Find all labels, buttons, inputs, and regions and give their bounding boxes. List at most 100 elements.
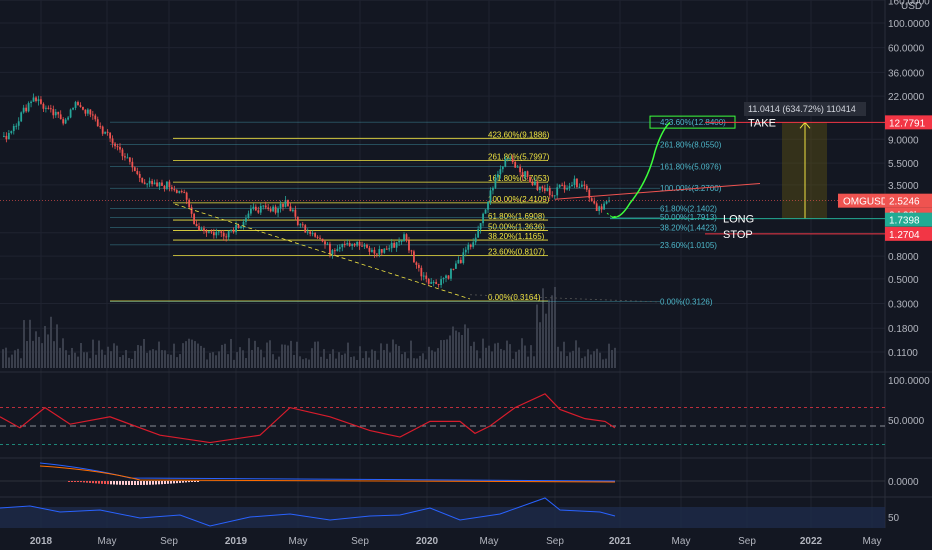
candle-body xyxy=(208,231,210,233)
candle-body xyxy=(363,244,366,247)
candle-body xyxy=(467,244,470,250)
candle-body xyxy=(22,107,25,113)
candle-body xyxy=(166,181,168,189)
price-tick-label: 160.0000 xyxy=(888,0,930,7)
volume-bar xyxy=(452,326,454,368)
candle-body xyxy=(57,111,60,115)
volume-bar xyxy=(65,350,67,368)
candle-body xyxy=(109,132,112,139)
candle-body xyxy=(287,200,289,207)
volume-bar xyxy=(272,354,274,368)
candle-body xyxy=(343,243,346,245)
candle-body xyxy=(106,131,109,133)
candle-body xyxy=(299,224,302,226)
candle-body xyxy=(506,158,509,160)
volume-bar xyxy=(569,352,571,368)
candle-body xyxy=(551,195,554,197)
volume-bar xyxy=(20,358,22,368)
signal-line xyxy=(39,465,616,483)
candlestick-series xyxy=(3,93,610,288)
candle-body xyxy=(341,243,344,248)
fib-retracement-right[interactable]: 423.60%(12.8400) 261.80%(8.0550) 161.80%(5… xyxy=(110,115,736,307)
price-tick-label: 0.1800 xyxy=(888,324,919,335)
time-tick-label: Sep xyxy=(351,536,369,547)
volume-bar xyxy=(554,286,556,368)
candle-body xyxy=(388,248,391,250)
candle-body xyxy=(15,125,18,127)
candle-body xyxy=(25,107,28,112)
macd-histogram-bar xyxy=(188,481,190,483)
candle-body xyxy=(546,187,549,191)
volume-bar xyxy=(563,341,565,368)
macd-histogram-bar xyxy=(197,481,199,482)
take-price-tag: 12.7791 xyxy=(889,118,926,129)
volume-bar xyxy=(245,358,247,368)
volume-bar xyxy=(479,358,481,368)
drawings[interactable] xyxy=(174,121,761,303)
time-axis[interactable]: 2018 May Sep 2019 May Sep 2020 May Sep 2021 May Sep… xyxy=(30,536,882,547)
volume-bar xyxy=(491,351,493,368)
candle-body xyxy=(603,203,606,210)
candle-body xyxy=(425,275,428,279)
macd-histogram-bar xyxy=(194,481,196,482)
volume-bar xyxy=(365,351,367,368)
volume-bar xyxy=(230,338,232,368)
candle-body xyxy=(72,107,74,110)
volume-bar xyxy=(299,356,301,368)
volume-bar xyxy=(518,349,520,368)
volume-bar xyxy=(593,351,595,368)
volume-bar xyxy=(206,359,208,368)
candle-body xyxy=(183,192,186,194)
downtrend-line xyxy=(174,203,471,300)
candle-body xyxy=(608,200,610,202)
volume-bar xyxy=(14,350,16,368)
candle-body xyxy=(563,185,566,190)
candle-body xyxy=(455,263,457,269)
candle-body xyxy=(440,279,442,286)
volume-bar xyxy=(194,341,196,368)
volume-bar xyxy=(77,356,79,368)
candle-body xyxy=(331,250,334,255)
candle-body xyxy=(356,241,359,246)
macd-histogram-bar xyxy=(119,481,121,485)
volume-bar xyxy=(590,354,592,368)
macd-histogram-bar xyxy=(122,481,124,485)
volume-bar xyxy=(98,340,100,368)
candle-body xyxy=(487,201,489,210)
candle-body xyxy=(383,248,386,253)
volume-bar xyxy=(62,338,64,368)
volume-bar xyxy=(533,356,535,368)
volume-bar xyxy=(425,359,427,368)
volume-bar xyxy=(512,358,514,368)
volume-bar xyxy=(47,334,49,368)
candle-body xyxy=(119,146,121,150)
time-tick-label: Sep xyxy=(160,536,178,547)
candle-body xyxy=(393,242,396,248)
macd-histogram-bar xyxy=(137,481,139,485)
candle-body xyxy=(304,225,307,233)
candle-body xyxy=(79,105,82,107)
candle-body xyxy=(163,185,166,189)
price-tick-label: 9.0000 xyxy=(888,135,919,146)
volume-bar xyxy=(536,304,538,368)
candle-body xyxy=(519,166,522,173)
candle-body xyxy=(195,224,198,227)
fib-retracement-left[interactable]: 423.60%(9.1886) 261.80%(5.7997) 161.80%(3.… xyxy=(110,130,550,302)
candle-body xyxy=(67,117,70,120)
volume-bar xyxy=(155,350,157,368)
macd-histogram-bar xyxy=(98,481,100,484)
candle-body xyxy=(430,282,433,284)
fib-level-label: 50.00%(1.3636) xyxy=(488,222,545,231)
macd-histogram-bar xyxy=(143,481,145,485)
macd-histogram-bar xyxy=(134,481,136,485)
volume-bar xyxy=(233,359,235,368)
long-position-tool[interactable]: TAKE LONG STOP 11.0414 (634.72%) 110414 xyxy=(610,102,885,241)
volume-bar xyxy=(338,352,340,368)
fib-level-label: 38.20%(1.1165) xyxy=(488,232,545,241)
candle-body xyxy=(410,250,413,252)
candle-body xyxy=(235,225,237,233)
volume-bar xyxy=(146,352,148,368)
candle-body xyxy=(291,209,294,212)
